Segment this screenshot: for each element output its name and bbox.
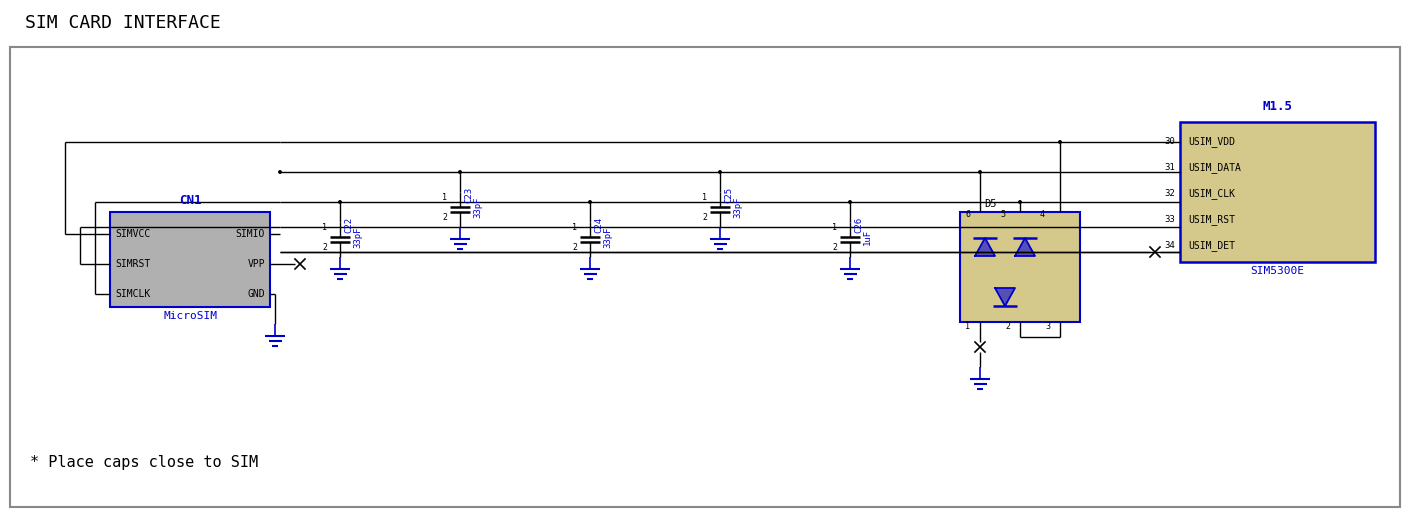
Text: SIMIO: SIMIO (235, 229, 265, 239)
Text: 33pF: 33pF (353, 226, 361, 248)
Polygon shape (975, 238, 995, 256)
Circle shape (588, 201, 591, 203)
Circle shape (279, 171, 281, 173)
Text: * Place caps close to SIM: * Place caps close to SIM (30, 455, 258, 470)
Circle shape (718, 171, 721, 173)
Text: 1uF: 1uF (863, 229, 871, 245)
Circle shape (849, 201, 852, 203)
Text: 34: 34 (1165, 241, 1175, 250)
Text: 2: 2 (832, 242, 837, 251)
Text: VPP: VPP (248, 259, 265, 269)
Text: 1: 1 (442, 192, 446, 201)
Text: USIM_DATA: USIM_DATA (1187, 162, 1241, 173)
Bar (959, 212, 1080, 322)
Text: C22: C22 (344, 217, 353, 233)
Text: M1.5: M1.5 (1263, 100, 1292, 113)
Text: 32: 32 (1165, 190, 1175, 199)
Polygon shape (1015, 238, 1034, 256)
Text: 3: 3 (1044, 322, 1050, 331)
Circle shape (459, 171, 462, 173)
Text: CN1: CN1 (179, 194, 201, 207)
Text: SIM5300E: SIM5300E (1250, 266, 1305, 276)
Text: 4: 4 (1040, 210, 1044, 219)
Text: 5: 5 (1000, 210, 1005, 219)
Text: 1: 1 (701, 192, 707, 201)
Text: C24: C24 (594, 217, 604, 233)
Text: C25: C25 (724, 187, 733, 203)
Text: USIM_DET: USIM_DET (1187, 240, 1236, 251)
Text: GND: GND (248, 289, 265, 299)
Text: 33pF: 33pF (473, 196, 482, 218)
Polygon shape (995, 288, 1015, 306)
Text: 33: 33 (1165, 216, 1175, 225)
Text: 2: 2 (322, 242, 327, 251)
Text: 30: 30 (1165, 138, 1175, 147)
Bar (10, 47, 1400, 507)
Text: SIMCLK: SIMCLK (115, 289, 150, 299)
Text: D5: D5 (983, 199, 996, 209)
Bar (111, 212, 271, 307)
Circle shape (979, 171, 981, 173)
Text: USIM_RST: USIM_RST (1187, 214, 1236, 226)
Text: 31: 31 (1165, 163, 1175, 172)
Text: 33pF: 33pF (604, 226, 612, 248)
Text: C23: C23 (463, 187, 473, 203)
Text: 1: 1 (832, 222, 837, 231)
Text: 2: 2 (442, 212, 446, 221)
Circle shape (1019, 201, 1022, 203)
Text: 33pF: 33pF (733, 196, 743, 218)
Text: 1: 1 (965, 322, 971, 331)
Text: 2: 2 (572, 242, 577, 251)
Circle shape (339, 201, 341, 203)
Text: 1: 1 (572, 222, 577, 231)
Text: MicroSIM: MicroSIM (163, 311, 217, 321)
Text: 1: 1 (322, 222, 327, 231)
Text: 2: 2 (701, 212, 707, 221)
Text: SIMRST: SIMRST (115, 259, 150, 269)
Circle shape (1058, 141, 1061, 143)
Text: SIM CARD INTERFACE: SIM CARD INTERFACE (26, 14, 221, 32)
Text: USIM_VDD: USIM_VDD (1187, 136, 1236, 148)
Text: SIMVCC: SIMVCC (115, 229, 150, 239)
Text: USIM_CLK: USIM_CLK (1187, 189, 1236, 199)
Text: 2: 2 (1005, 322, 1010, 331)
Text: C26: C26 (854, 217, 863, 233)
Text: 6: 6 (965, 210, 971, 219)
Bar (1180, 122, 1374, 262)
